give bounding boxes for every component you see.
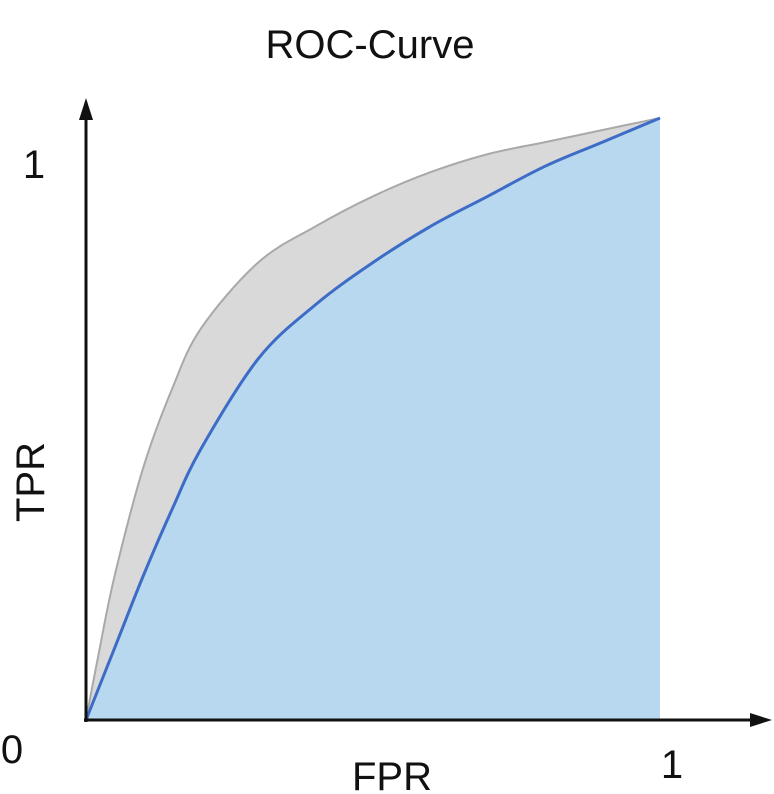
- chart-title: ROC-Curve: [266, 23, 475, 67]
- y-axis-label: TPR: [9, 442, 53, 522]
- lower-curve-line: [84, 116, 661, 721]
- x-axis-arrow-icon: [750, 713, 772, 727]
- origin-label: 0: [1, 728, 23, 772]
- lower-curve-area: [86, 118, 660, 720]
- upper-curve-line: [85, 117, 661, 721]
- x-axis-label: FPR: [352, 755, 432, 794]
- y-axis-arrow-icon: [79, 98, 93, 120]
- y-tick-label: 1: [23, 143, 45, 187]
- x-tick-label: 1: [661, 743, 683, 787]
